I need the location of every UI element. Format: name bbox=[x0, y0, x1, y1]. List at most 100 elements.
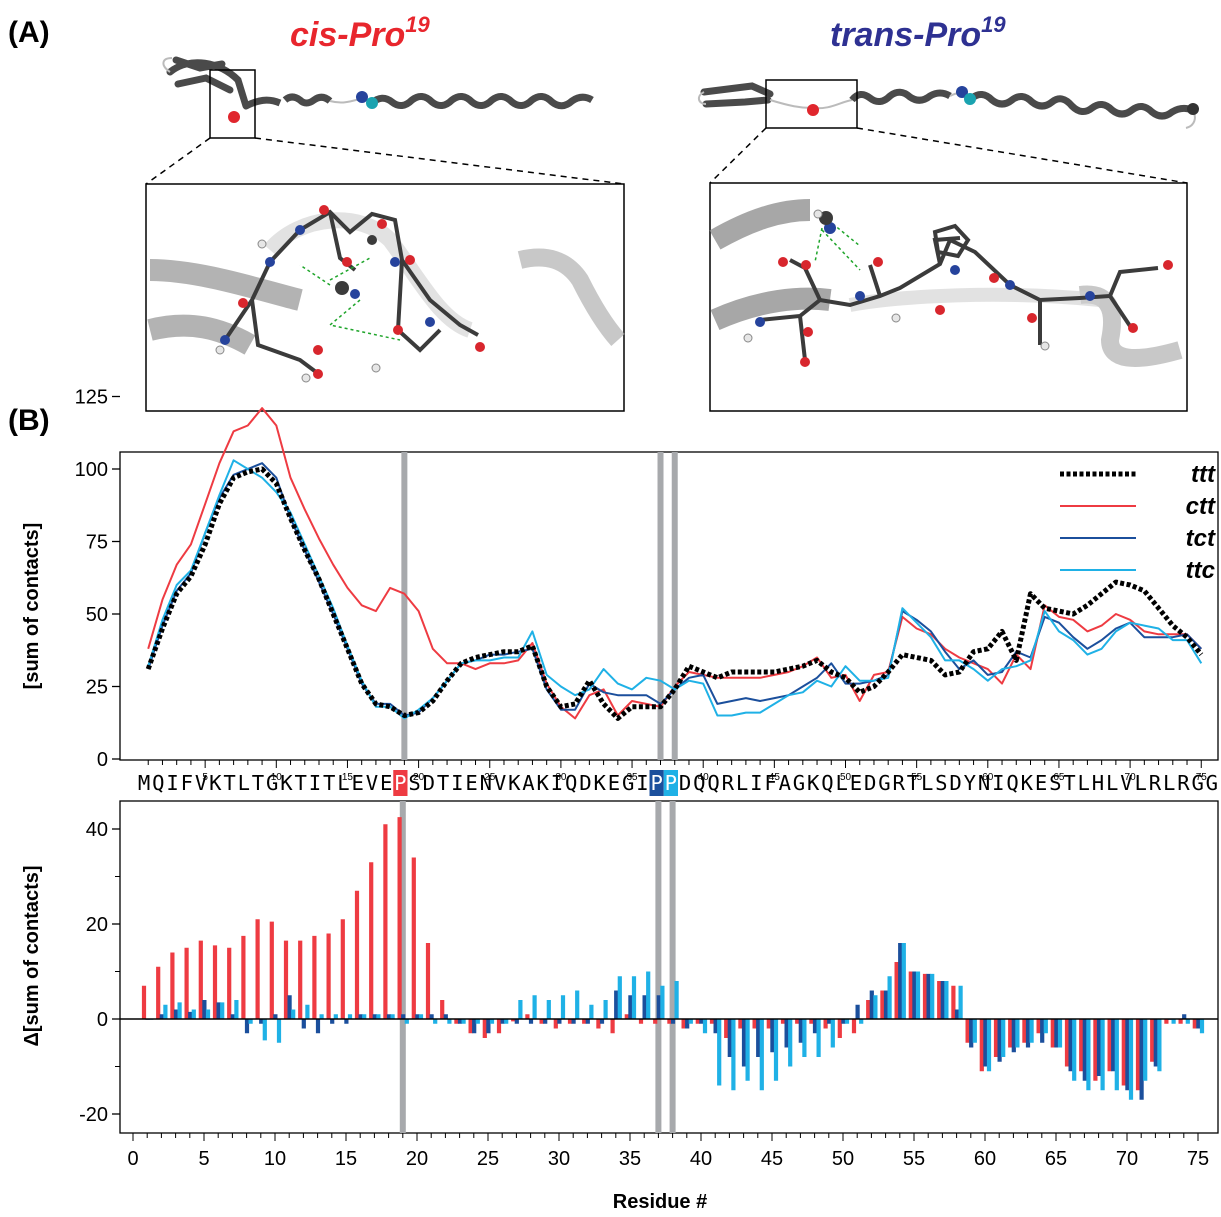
bar-ttc bbox=[418, 1014, 424, 1019]
residue-highlight bbox=[649, 770, 664, 796]
bar-tct bbox=[386, 1014, 392, 1019]
bar-ctt bbox=[184, 947, 189, 1019]
bar-ctt bbox=[326, 933, 331, 1019]
bar-tct bbox=[344, 1019, 349, 1024]
bar-ctt bbox=[908, 971, 913, 1019]
bottom-x-tick-label: 65 bbox=[1045, 1148, 1067, 1170]
residue-letter: L bbox=[1163, 771, 1175, 795]
bar-tct bbox=[500, 1019, 505, 1024]
bar-ttc bbox=[433, 1019, 438, 1024]
bar-tct bbox=[472, 1019, 477, 1034]
bar-ttc bbox=[1185, 1019, 1190, 1024]
residue-letter: I bbox=[992, 771, 1004, 795]
residue-letter: K bbox=[1021, 771, 1034, 795]
bar-ctt bbox=[653, 1019, 658, 1024]
residue-letter: G bbox=[793, 771, 805, 795]
residue-letter: N bbox=[978, 771, 990, 795]
bar-tct bbox=[912, 971, 917, 1019]
bottom-x-tick-label: 30 bbox=[548, 1148, 570, 1170]
bar-tct bbox=[571, 1019, 576, 1024]
bar-ttc bbox=[177, 1002, 182, 1019]
bar-ttc bbox=[220, 1002, 225, 1019]
bar-ctt bbox=[525, 1014, 530, 1019]
cis-pro-title: cis-Pro19 bbox=[290, 12, 431, 54]
residue-letter: H bbox=[1092, 771, 1104, 795]
bar-tct bbox=[287, 995, 292, 1019]
bar-ttc bbox=[674, 981, 679, 1019]
bottom-x-tick-label: 0 bbox=[127, 1148, 138, 1170]
top-x-tick-label: 30 bbox=[555, 772, 567, 783]
bottom-y-tick-label: 20 bbox=[86, 914, 108, 936]
delta-contacts-bar-chart: -20 0 20 40 0 5 10 15 20 25 30 35 40 45 50 55 60 65 70 75 Δ… bbox=[21, 800, 1219, 1213]
top-y-tick-label: 75 bbox=[86, 532, 108, 554]
bar-tct bbox=[1011, 1019, 1016, 1053]
bar-ttc bbox=[191, 1009, 196, 1019]
residue-letter: V bbox=[195, 771, 207, 795]
residue-letter: T bbox=[323, 771, 335, 795]
bar-ttc bbox=[901, 943, 906, 1019]
bar-ctt bbox=[1036, 1019, 1041, 1034]
top-plot-frame bbox=[119, 451, 1219, 761]
residue-letter: E bbox=[608, 771, 620, 795]
bar-ttc bbox=[333, 1014, 338, 1019]
bar-tct bbox=[1153, 1019, 1158, 1067]
bar-ttc bbox=[560, 995, 566, 1019]
bottom-x-tick-label: 50 bbox=[832, 1148, 854, 1170]
bottom-y-tick-label: -20 bbox=[79, 1104, 108, 1126]
bar-tct bbox=[670, 1019, 676, 1024]
bar-ctt bbox=[354, 890, 360, 1019]
bar-ctt bbox=[610, 1019, 615, 1034]
residue-letter: I bbox=[551, 771, 563, 795]
bar-ctt bbox=[752, 1019, 757, 1029]
residue-letter: P bbox=[650, 771, 662, 795]
trans-zoom-guide-left bbox=[709, 127, 767, 184]
trans-structure-overview bbox=[698, 79, 1199, 129]
residue-letter: K bbox=[593, 771, 606, 795]
bottom-y-tick-label: 40 bbox=[86, 819, 108, 841]
bar-ctt bbox=[241, 935, 246, 1019]
bar-ttc bbox=[489, 1019, 495, 1024]
bar-tct bbox=[301, 1019, 306, 1029]
bar-ttc bbox=[646, 971, 651, 1019]
residue-letter: A bbox=[779, 771, 792, 795]
residue-letter: V bbox=[1120, 771, 1132, 795]
bar-ttc bbox=[986, 1019, 992, 1072]
bar-ctt bbox=[141, 985, 147, 1019]
bar-ctt bbox=[1064, 1019, 1070, 1067]
residue-letter: Q bbox=[1006, 771, 1018, 795]
bar-ctt bbox=[454, 1019, 459, 1024]
bar-tct bbox=[628, 995, 633, 1019]
bar-tct bbox=[741, 1019, 747, 1067]
bar-ctt bbox=[298, 940, 303, 1019]
residue-letter: K bbox=[280, 771, 293, 795]
bar-ttc bbox=[1043, 1019, 1048, 1034]
bar-ttc bbox=[958, 985, 963, 1019]
legend-label-tct: tct bbox=[1186, 525, 1216, 552]
residue-letter: K bbox=[508, 771, 521, 795]
bar-tct bbox=[230, 1014, 235, 1019]
bar-tct bbox=[1196, 1019, 1201, 1029]
residue-letter: V bbox=[366, 771, 378, 795]
top-x-tick-label: 70 bbox=[1125, 772, 1137, 783]
bar-ctt bbox=[340, 919, 345, 1019]
bottom-x-tick-label: 25 bbox=[477, 1148, 499, 1170]
bar-ttc bbox=[319, 1014, 324, 1019]
residue-letter: L bbox=[1134, 771, 1146, 795]
residue-letter: D bbox=[579, 771, 591, 795]
bar-ctt bbox=[411, 857, 416, 1019]
bar-ctt bbox=[1079, 1019, 1084, 1072]
residue-letter: L bbox=[836, 771, 848, 795]
bar-ctt bbox=[922, 973, 928, 1019]
bar-ctt bbox=[582, 1019, 587, 1024]
bar-ttc bbox=[163, 1004, 168, 1019]
bar-ctt bbox=[468, 1019, 473, 1034]
legend-label-ctt: ctt bbox=[1186, 493, 1216, 520]
residue-letter: K bbox=[209, 771, 222, 795]
bar-tct bbox=[1082, 1019, 1087, 1081]
bar-ttc bbox=[1029, 1019, 1034, 1043]
bar-ctt bbox=[170, 952, 175, 1019]
bar-ttc bbox=[262, 1019, 267, 1041]
bar-ttc bbox=[461, 1019, 466, 1024]
bar-tct bbox=[969, 1019, 974, 1048]
